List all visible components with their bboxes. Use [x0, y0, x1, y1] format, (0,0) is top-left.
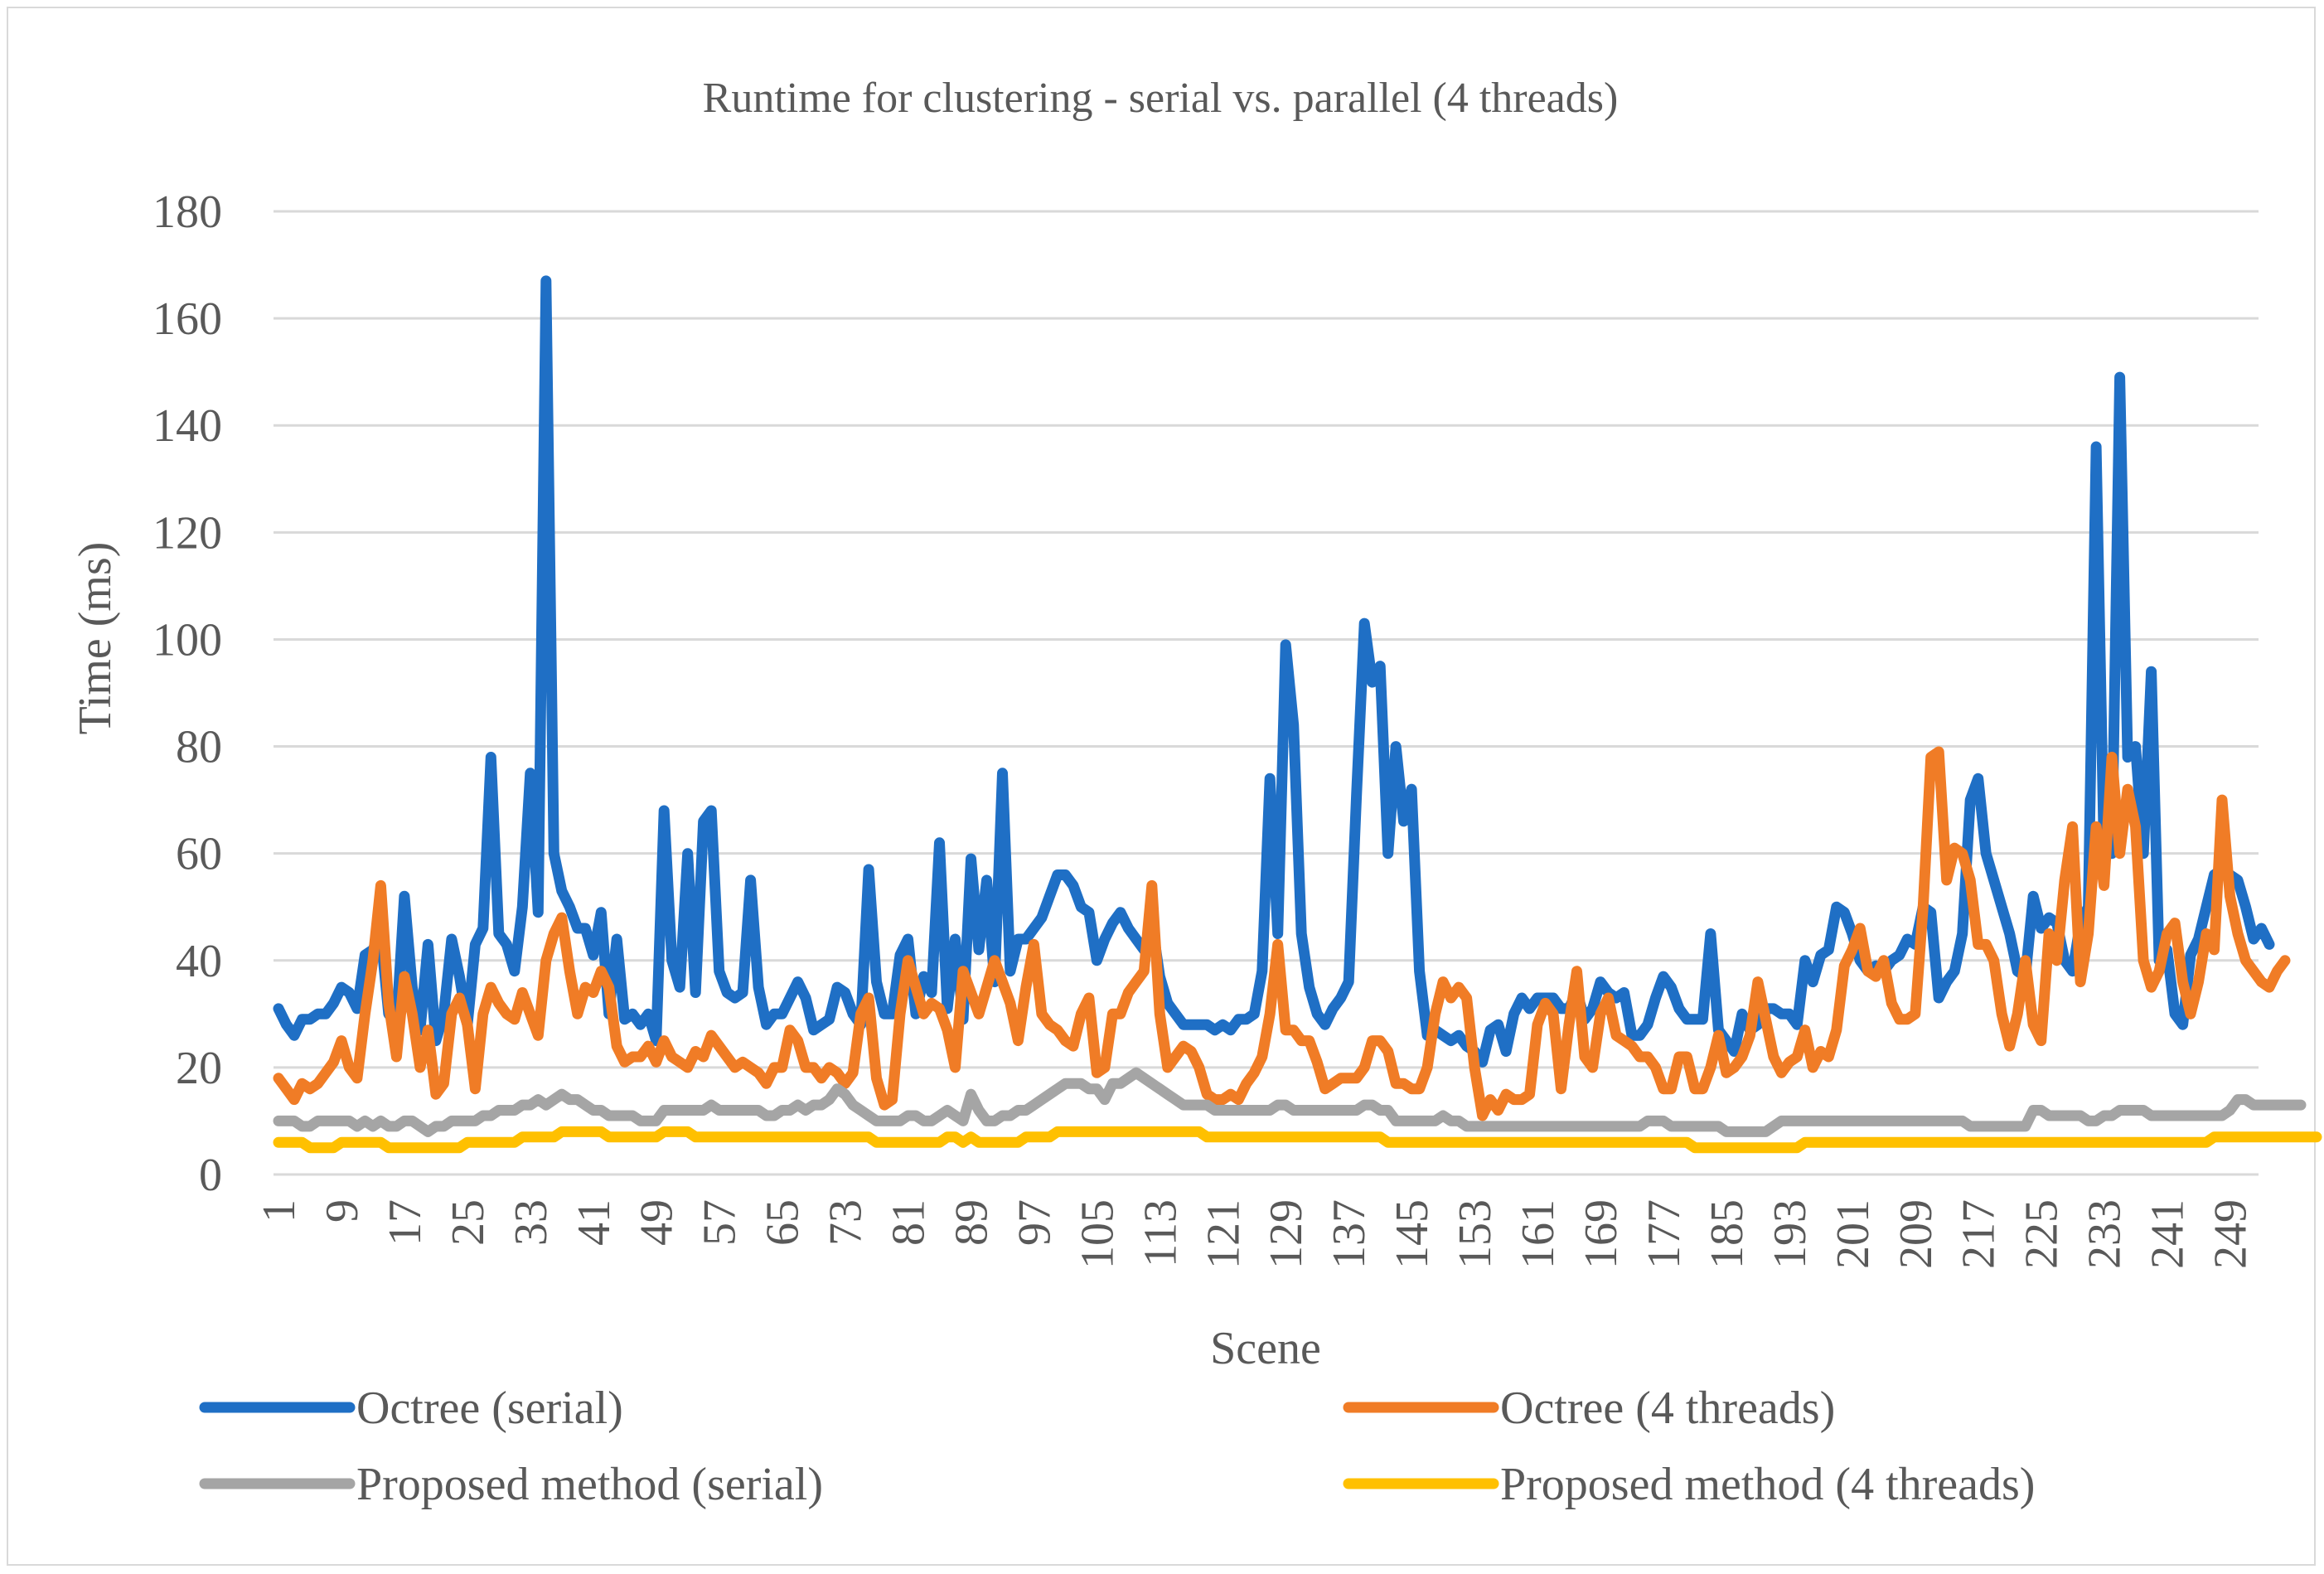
- x-tick-label: 233: [2079, 1199, 2131, 1269]
- x-tick-label: 41: [569, 1199, 620, 1246]
- x-tick-label: 137: [1324, 1199, 1375, 1269]
- x-tick-label: 217: [1954, 1199, 2005, 1269]
- x-tick-label: 9: [317, 1199, 368, 1223]
- x-tick-label: 33: [506, 1199, 557, 1246]
- x-tick-label: 81: [884, 1199, 935, 1246]
- x-tick-label: 17: [380, 1199, 431, 1246]
- x-tick-label: 105: [1072, 1199, 1123, 1269]
- series-lines: [273, 275, 2322, 1154]
- legend-label: Octree (serial): [356, 1383, 623, 1434]
- x-tick-label: 65: [758, 1199, 809, 1246]
- x-tick-label: 193: [1765, 1199, 1816, 1269]
- x-tick-label: 113: [1135, 1199, 1186, 1267]
- y-tick-label: 20: [176, 1043, 222, 1094]
- x-tick-label: 209: [1891, 1199, 1942, 1269]
- legend-label: Proposed method (4 threads): [1500, 1459, 2035, 1510]
- x-tick-labels: 1 9 17 25 33 41 49 57 65 73 81 89 97 105 113 121 129 137 1…: [254, 1199, 2257, 1269]
- y-tick-label: 80: [176, 722, 222, 773]
- x-tick-label: 249: [2205, 1199, 2257, 1269]
- y-tick-label: 180: [153, 186, 222, 238]
- x-tick-label: 89: [946, 1199, 997, 1246]
- x-tick-label: 25: [443, 1199, 494, 1246]
- x-tick-label: 153: [1450, 1199, 1501, 1269]
- y-tick-label: 140: [153, 400, 222, 452]
- y-tick-label: 0: [199, 1150, 222, 1201]
- y-axis-title: Time (ms): [70, 542, 121, 735]
- x-tick-label: 97: [1009, 1199, 1060, 1246]
- series-line-2: [273, 1067, 2307, 1137]
- x-tick-label: 57: [695, 1199, 746, 1246]
- y-tick-label: 40: [176, 936, 222, 987]
- y-tick-label: 100: [153, 614, 222, 666]
- x-tick-label: 177: [1639, 1199, 1690, 1269]
- x-tick-label: 1: [254, 1199, 305, 1223]
- x-tick-label: 161: [1513, 1199, 1564, 1269]
- x-tick-label: 169: [1576, 1199, 1627, 1269]
- x-tick-label: 145: [1387, 1199, 1438, 1269]
- series-line-1: [273, 746, 2291, 1121]
- series-line-3: [273, 1126, 2322, 1154]
- x-tick-label: 121: [1198, 1199, 1249, 1269]
- x-axis-title: Scene: [1210, 1323, 1321, 1374]
- y-tick-label: 160: [153, 293, 222, 345]
- legend-label: Proposed method (serial): [356, 1459, 823, 1510]
- y-tick-labels: 0 20 40 60 80 100 120 140 160 180: [153, 186, 222, 1201]
- y-tick-label: 120: [153, 507, 222, 559]
- legend-label: Octree (4 threads): [1500, 1383, 1835, 1434]
- x-tick-label: 49: [632, 1199, 683, 1246]
- y-tick-label: 60: [176, 829, 222, 880]
- chart-title: Runtime for clustering - serial vs. para…: [703, 75, 1619, 122]
- x-tick-label: 129: [1261, 1199, 1312, 1269]
- x-tick-label: 241: [2142, 1199, 2194, 1269]
- x-tick-label: 73: [821, 1199, 872, 1246]
- x-tick-label: 185: [1702, 1199, 1753, 1269]
- x-tick-label: 225: [2017, 1199, 2068, 1269]
- legend: Octree (serial) Octree (4 threads) Propose…: [199, 1383, 2035, 1510]
- x-tick-label: 201: [1828, 1199, 1879, 1269]
